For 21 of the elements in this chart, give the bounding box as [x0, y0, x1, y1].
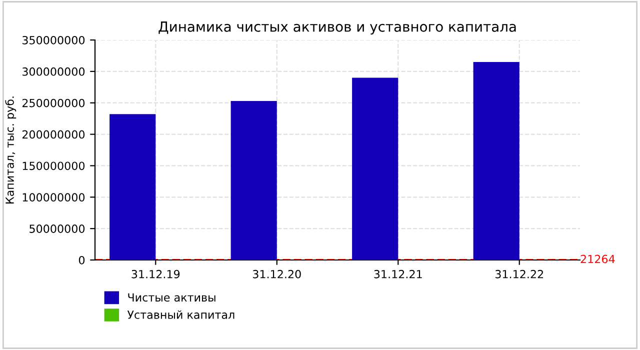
x-tick-label: 31.12.22	[495, 270, 543, 278]
legend-label: Уставный капитал	[127, 310, 234, 319]
x-tick-label: 31.12.21	[374, 270, 422, 278]
chart-title: Динамика чистых активов и уставного капитала	[158, 22, 516, 35]
x-tick-label: 31.12.19	[132, 270, 180, 278]
y-tick-label: 0	[78, 256, 85, 264]
bar	[110, 114, 156, 260]
y-tick-label: 350000000	[22, 36, 85, 44]
legend-label: Чистые активы	[128, 293, 216, 302]
bar	[230, 100, 277, 260]
bar	[473, 62, 520, 260]
y-tick-label: 250000000	[22, 98, 85, 108]
y-tick-label: 100000000	[22, 193, 85, 202]
bar	[352, 78, 398, 260]
ref-line-label: 21264	[580, 254, 615, 264]
y-axis-title: Капитал, тыс. руб.	[5, 96, 16, 204]
y-tick-label: 200000000	[22, 130, 85, 139]
y-tick-label: 150000000	[22, 162, 85, 170]
y-tick-label: 300000000	[22, 67, 85, 76]
x-tick-label: 31.12.20	[252, 270, 301, 278]
y-tick-label: 50000000	[30, 224, 85, 233]
